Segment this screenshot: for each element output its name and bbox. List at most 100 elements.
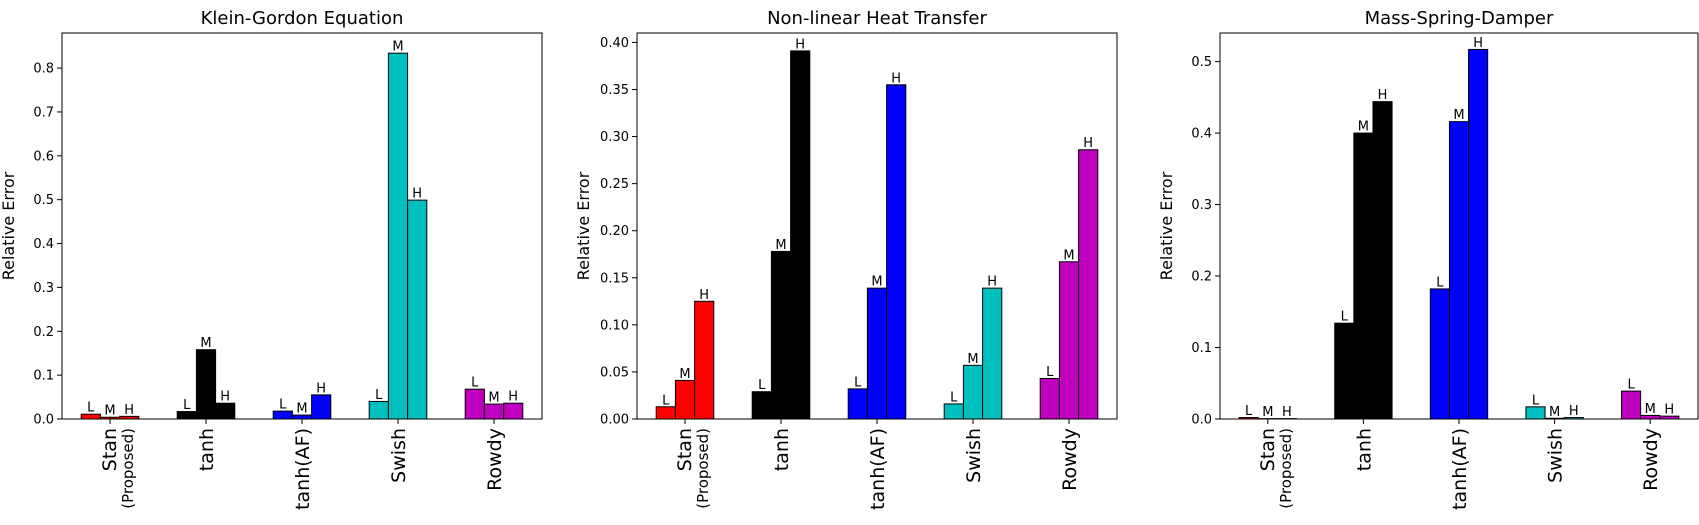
bar-label: H xyxy=(124,403,134,418)
bar-label: M xyxy=(967,352,978,367)
bar-label: H xyxy=(795,37,805,52)
bar-label: L xyxy=(471,376,479,391)
chart-panel: Non-linear Heat Transfer Relative Error 0.… xyxy=(574,8,1118,510)
bar xyxy=(1621,390,1642,420)
bar xyxy=(1468,48,1489,420)
bar-label: H xyxy=(1473,36,1483,51)
x-tick-label: Stan xyxy=(1257,428,1279,471)
bar-label: H xyxy=(699,288,709,303)
x-tick-label: tanh xyxy=(1353,428,1375,471)
bar-label: H xyxy=(508,390,518,405)
bar-label: H xyxy=(316,381,326,396)
chart-panel: Mass-Spring-Damper Relative Error 0.0 0.1 0.… xyxy=(1157,8,1699,510)
x-tick-label: tanh xyxy=(771,428,793,471)
bar-label: H xyxy=(891,71,901,86)
y-tick-label: 0.40 xyxy=(600,36,629,51)
x-tick-sublabel: (Proposed) xyxy=(119,428,137,509)
y-tick-label: 0.30 xyxy=(600,130,629,145)
bar-label: M xyxy=(200,336,211,351)
y-tick-label: 0.15 xyxy=(600,271,629,286)
y-tick-label: 0.00 xyxy=(600,413,629,428)
bar xyxy=(311,394,332,420)
bar-label: H xyxy=(987,275,997,290)
bar xyxy=(655,406,676,420)
bar-label: M xyxy=(296,402,307,417)
chart-title: Klein-Gordon Equation xyxy=(201,8,404,29)
bar xyxy=(1078,149,1099,420)
bar xyxy=(1353,132,1374,420)
x-tick-label: tanh(AF) xyxy=(867,428,889,510)
bar-label: H xyxy=(1569,404,1579,419)
bar xyxy=(886,84,907,420)
y-tick-label: 0.7 xyxy=(33,105,54,120)
y-tick-label: 0.3 xyxy=(1191,198,1212,213)
bar-label: M xyxy=(392,40,403,55)
chart-title: Non-linear Heat Transfer xyxy=(767,8,987,29)
x-tick-sublabel: (Proposed) xyxy=(694,428,712,509)
y-axis-label: Relative Error xyxy=(0,171,18,280)
bar-label: H xyxy=(1083,136,1093,151)
chart-title: Mass-Spring-Damper xyxy=(1365,8,1554,29)
bar xyxy=(368,400,389,420)
bar-label: L xyxy=(1046,365,1054,380)
bar-label: H xyxy=(412,187,422,202)
y-tick-label: 0.35 xyxy=(600,83,629,98)
bar xyxy=(195,349,217,420)
bar xyxy=(790,50,811,420)
bar-label: H xyxy=(220,390,230,405)
bar-label: M xyxy=(775,238,786,253)
bar-label: H xyxy=(1664,403,1674,418)
bar-label: M xyxy=(871,275,882,290)
bar-label: L xyxy=(183,398,191,413)
bar xyxy=(215,402,236,420)
bar xyxy=(1525,406,1546,420)
y-tick-label: 0.8 xyxy=(33,62,54,77)
plot-frame xyxy=(1219,32,1699,420)
x-tick-label: Stan xyxy=(99,428,121,471)
y-tick-label: 0.4 xyxy=(33,237,54,252)
bar-label: M xyxy=(1063,248,1074,263)
bar xyxy=(1334,322,1355,420)
y-tick-label: 0.05 xyxy=(600,365,629,380)
bar xyxy=(503,402,524,420)
bar-label: L xyxy=(1436,275,1444,290)
bar-label: M xyxy=(1453,108,1464,123)
bar xyxy=(407,199,428,420)
y-tick-label: 0.0 xyxy=(33,413,54,428)
bar xyxy=(1429,288,1450,420)
bar xyxy=(483,403,505,420)
bar-label: M xyxy=(1645,402,1656,417)
bar xyxy=(962,364,984,420)
bar xyxy=(1448,121,1470,420)
y-tick-label: 0.2 xyxy=(33,325,54,340)
bar-label: L xyxy=(1341,310,1349,325)
bar-label: M xyxy=(1358,120,1369,135)
x-tick-label: tanh(AF) xyxy=(1449,428,1471,510)
bar-label: L xyxy=(375,388,383,403)
bar-label: M xyxy=(1262,405,1273,420)
x-tick-label: Swish xyxy=(1545,428,1567,483)
y-tick-label: 0.10 xyxy=(600,318,629,333)
y-tick-label: 0.5 xyxy=(33,193,54,208)
x-tick-label: Stan xyxy=(674,428,696,471)
y-tick-label: 0.3 xyxy=(33,281,54,296)
bar-label: M xyxy=(1549,405,1560,420)
bar xyxy=(847,388,868,420)
y-tick-label: 0.20 xyxy=(600,224,629,239)
y-tick-label: 0.4 xyxy=(1191,127,1212,142)
bar xyxy=(982,287,1003,420)
bar-label: L xyxy=(87,401,95,416)
y-tick-label: 0.2 xyxy=(1191,270,1212,285)
plot-frame xyxy=(61,32,543,420)
bar xyxy=(751,391,772,420)
bar xyxy=(866,287,888,420)
bar-label: L xyxy=(279,398,287,413)
bar xyxy=(694,300,715,420)
bar xyxy=(674,379,696,420)
y-tick-label: 0.1 xyxy=(1191,341,1212,356)
bar-label: L xyxy=(662,393,670,408)
plot-frame xyxy=(636,32,1118,420)
x-tick-label: Rowdy xyxy=(1059,428,1081,491)
bar-label: M xyxy=(488,391,499,406)
